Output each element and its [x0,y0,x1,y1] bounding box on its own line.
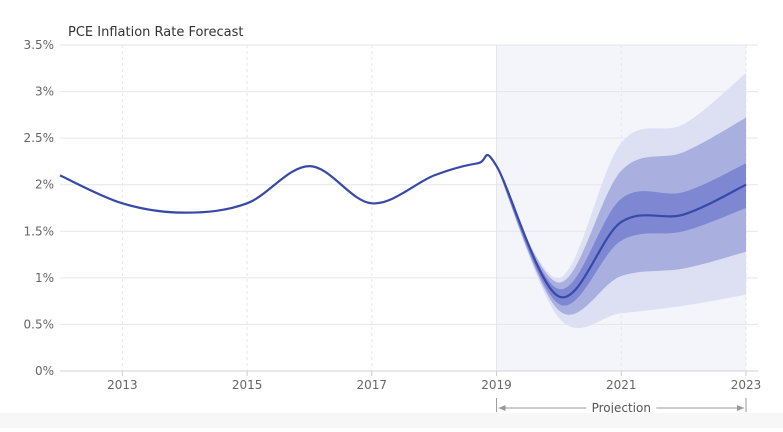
x-tick-label: 2019 [481,378,512,392]
projection-arrowhead-left [498,405,506,411]
confidence-band-3 [496,163,746,306]
x-tick-label: 2015 [232,378,263,392]
y-tick-label: 0% [35,364,54,378]
grid-horizontal [60,44,758,372]
y-tick-label: 0.5% [24,317,55,331]
y-tick-label: 3.5% [24,38,55,52]
y-tick-label: 2% [35,178,54,192]
y-tick-label: 2.5% [24,131,55,145]
chart-title: PCE Inflation Rate Forecast [68,25,243,40]
x-tick-label: 2017 [357,378,388,392]
confidence-bands [496,72,746,329]
projection-arrowhead-right [737,405,744,411]
y-axis-labels: 0% 0.5% 1% 1.5% 2% 2.5% 3% 3.5% [24,38,55,378]
footer-strip [0,413,783,428]
projection-arrow: Projection [496,398,747,415]
x-tick-label: 2023 [731,378,762,392]
x-tick-label: 2013 [107,378,138,392]
y-tick-label: 1% [35,271,54,285]
x-tick-label: 2021 [606,378,637,392]
x-axis-labels: 2013 2015 2017 2019 2021 2023 [107,378,761,392]
projection-label: Projection [592,401,651,415]
series-line [59,153,747,299]
y-tick-label: 1.5% [24,224,55,238]
y-tick-label: 3% [35,85,54,99]
